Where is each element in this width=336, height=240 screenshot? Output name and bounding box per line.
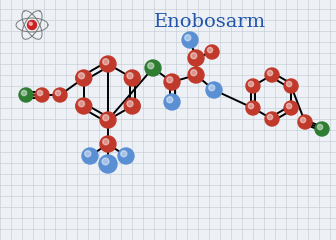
- Circle shape: [37, 90, 43, 96]
- Circle shape: [191, 53, 197, 59]
- Circle shape: [265, 112, 279, 126]
- Circle shape: [167, 77, 173, 83]
- Circle shape: [103, 59, 109, 65]
- Circle shape: [35, 88, 49, 102]
- Circle shape: [100, 136, 116, 152]
- Text: Enobosarm: Enobosarm: [154, 13, 266, 31]
- Circle shape: [300, 117, 306, 123]
- Circle shape: [124, 98, 140, 114]
- Circle shape: [28, 20, 37, 30]
- Circle shape: [121, 151, 127, 157]
- Circle shape: [102, 158, 109, 165]
- Circle shape: [284, 79, 298, 93]
- Circle shape: [99, 155, 117, 173]
- Circle shape: [265, 68, 279, 82]
- Circle shape: [286, 103, 292, 109]
- Circle shape: [145, 60, 161, 76]
- Circle shape: [182, 32, 198, 48]
- Circle shape: [85, 151, 91, 157]
- Circle shape: [191, 70, 197, 76]
- Circle shape: [205, 45, 219, 59]
- Circle shape: [286, 81, 292, 87]
- Circle shape: [246, 101, 260, 115]
- Circle shape: [100, 56, 116, 72]
- Circle shape: [267, 70, 273, 76]
- Circle shape: [248, 103, 254, 109]
- Circle shape: [19, 88, 33, 102]
- Circle shape: [29, 22, 32, 25]
- Circle shape: [298, 115, 312, 129]
- Circle shape: [188, 50, 204, 66]
- Circle shape: [164, 74, 180, 90]
- Circle shape: [82, 148, 98, 164]
- Circle shape: [76, 98, 92, 114]
- Circle shape: [188, 67, 204, 83]
- Circle shape: [103, 139, 109, 145]
- Circle shape: [124, 70, 140, 86]
- Circle shape: [209, 85, 215, 91]
- Circle shape: [103, 115, 109, 121]
- Circle shape: [318, 124, 323, 130]
- Circle shape: [246, 79, 260, 93]
- Circle shape: [267, 114, 273, 120]
- Circle shape: [148, 63, 154, 69]
- Circle shape: [100, 112, 116, 128]
- Circle shape: [79, 73, 85, 79]
- Circle shape: [284, 101, 298, 115]
- Circle shape: [127, 73, 133, 79]
- Circle shape: [164, 94, 180, 110]
- Circle shape: [118, 148, 134, 164]
- Circle shape: [22, 90, 27, 96]
- Circle shape: [55, 90, 61, 96]
- Circle shape: [207, 47, 213, 53]
- Circle shape: [185, 35, 191, 41]
- Circle shape: [53, 88, 67, 102]
- Circle shape: [127, 101, 133, 107]
- Circle shape: [79, 101, 85, 107]
- Circle shape: [315, 122, 329, 136]
- Circle shape: [167, 97, 173, 103]
- Circle shape: [76, 70, 92, 86]
- Circle shape: [248, 81, 254, 87]
- Circle shape: [206, 82, 222, 98]
